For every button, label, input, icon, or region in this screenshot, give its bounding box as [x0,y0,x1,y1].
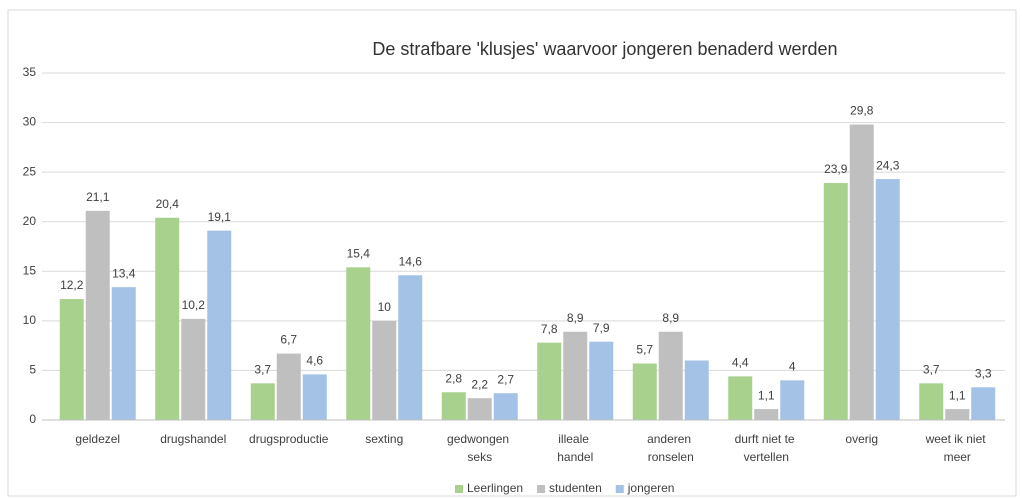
data-label: 2,2 [471,377,488,391]
data-label: 4 [789,360,796,374]
y-tick-label: 30 [23,115,37,129]
legend-label: jongeren [627,481,675,495]
data-label: 1,1 [758,388,775,402]
legend-label: studenten [549,481,602,495]
x-tick-label: weet ik niet meer [925,432,989,464]
data-label: 10 [378,300,392,314]
y-tick-label: 0 [29,412,36,426]
data-label: 12,2 [60,278,84,292]
y-tick-label: 35 [23,65,37,79]
bar [181,318,206,420]
data-label: 29,8 [850,104,874,118]
x-tick-label: drugshandel [160,432,226,446]
bar [780,380,805,420]
data-label: 5,7 [636,343,653,357]
data-label: 14,6 [399,254,423,268]
data-label: 1,1 [949,388,966,402]
data-label: 13,4 [112,266,136,280]
y-tick-label: 25 [23,164,37,178]
data-label: 15,4 [347,246,371,260]
bar [59,299,84,420]
bar [398,275,423,420]
data-label: 3,7 [923,362,940,376]
bar [823,183,848,420]
data-label: 8,9 [662,311,679,325]
bar [849,124,874,420]
data-label: 3,3 [975,366,992,380]
y-tick-label: 15 [23,263,37,277]
x-tick-label: illeale handel [557,432,593,464]
bar [875,179,900,420]
bar [467,398,492,420]
bar [919,383,944,420]
bar [658,331,683,420]
data-label: 3,7 [254,362,271,376]
x-tick-label: sexting [365,432,403,446]
x-tick-label: geldezel [75,432,120,446]
bar [85,210,110,420]
data-label: 2,8 [445,371,462,385]
x-tick-label: drugsproductie [249,432,329,446]
data-label: 10,2 [182,298,206,312]
bar [346,267,371,420]
x-tick-label: anderen ronselen [647,432,694,464]
data-label: 24,3 [876,158,900,172]
bar [372,320,397,420]
bar [111,287,136,420]
legend-swatch [455,485,463,493]
bar [589,341,614,420]
bar [684,360,709,420]
x-tick-label: durft niet te vertellen [735,432,798,464]
x-tick-label: overig [845,432,878,446]
y-tick-label: 5 [29,363,36,377]
y-tick-label: 20 [23,214,37,228]
data-label: 21,1 [86,190,110,204]
bar [563,331,588,420]
data-label: 4,6 [306,354,323,368]
legend-swatch [537,485,546,493]
data-label: 19,1 [208,210,232,224]
data-label: 7,8 [541,322,558,336]
bar [754,409,779,420]
data-label: 6,7 [280,333,297,347]
bar [945,409,970,420]
bar [971,387,996,420]
data-label: 7,9 [593,321,610,335]
data-label: 8,9 [567,311,584,325]
bar [537,342,562,420]
y-tick-label: 10 [23,313,37,327]
legend-label: Leerlingen [467,481,523,495]
legend-swatch [615,485,624,493]
bar [250,383,275,420]
bar [441,392,466,420]
bar [728,376,753,420]
bar [276,353,301,420]
bar [207,230,232,420]
bar [155,217,180,420]
data-label: 20,4 [156,197,180,211]
data-label: 23,9 [824,162,848,176]
bar [493,393,518,420]
chart-title: De strafbare 'klusjes' waarvoor jongeren… [372,39,837,59]
x-tick-label: gedwongen seks [447,432,512,464]
data-label: 2,7 [497,372,514,386]
bar [302,374,327,420]
data-label: 4,4 [732,356,749,370]
bar [632,363,657,420]
